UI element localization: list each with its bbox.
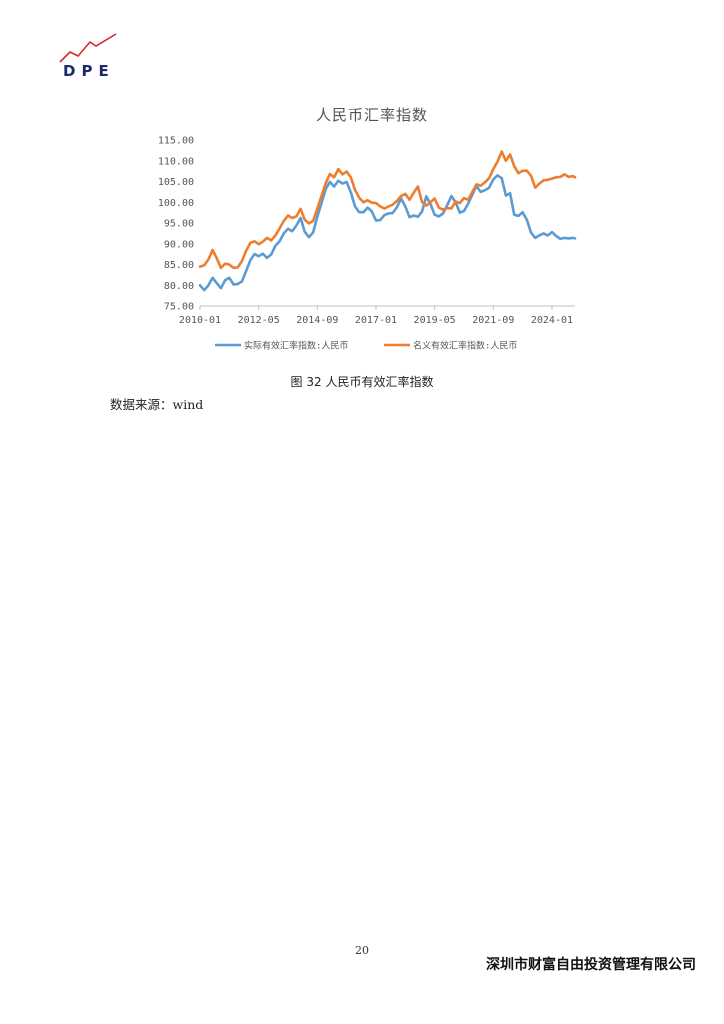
dpe-logo <box>59 33 117 63</box>
legend-label: 实际有效汇率指数:人民币 <box>244 340 348 352</box>
y-tick-label: 110.00 <box>158 156 194 167</box>
legend-label: 名义有效汇率指数:人民币 <box>413 340 517 352</box>
y-tick-label: 80.00 <box>164 281 194 292</box>
y-tick-label: 75.00 <box>164 302 194 313</box>
series-line-nominal <box>198 150 577 270</box>
y-axis: 75.00 80.00 85.00 90.00 95.00 100.00 105.00 110… <box>158 136 194 313</box>
chart-legend: 实际有效汇率指数:人民币 名义有效汇率指数:人民币 <box>215 340 517 352</box>
series-group <box>198 150 577 292</box>
x-tick-label: 2012-05 <box>238 315 280 326</box>
page-number: 20 <box>355 944 369 957</box>
figure-caption: 图 32 人民币有效汇率指数 <box>290 375 434 389</box>
rmb-exchange-rate-chart: 人民币汇率指数 75.00 80.00 85.00 90.00 95.00 100.00 1… <box>158 106 577 352</box>
company-name: 深圳市财富自由投资管理有限公司 <box>486 957 696 973</box>
y-tick-label: 100.00 <box>158 198 194 209</box>
y-tick-label: 85.00 <box>164 260 194 271</box>
y-tick-label: 90.00 <box>164 239 194 250</box>
x-tick-label: 2019-05 <box>414 315 456 326</box>
series-line-real <box>198 174 577 292</box>
y-tick-label: 95.00 <box>164 219 194 230</box>
data-source: 数据来源：wind <box>110 397 204 412</box>
x-tick-label: 2024-01 <box>531 315 573 326</box>
y-tick-label: 105.00 <box>158 177 194 188</box>
y-tick-label: 115.00 <box>158 136 194 147</box>
logo-text: DPE <box>63 62 115 80</box>
x-tick-label: 2021-09 <box>472 315 514 326</box>
x-tick-label: 2017-01 <box>355 315 397 326</box>
x-tick-label: 2010-01 <box>179 315 221 326</box>
logo-swoosh-icon <box>59 33 117 63</box>
chart-title: 人民币汇率指数 <box>316 106 428 124</box>
x-axis: 2010-01 2012-05 2014-09 2017-01 2019-05 2021-… <box>179 305 575 326</box>
x-tick-label: 2014-09 <box>296 315 338 326</box>
